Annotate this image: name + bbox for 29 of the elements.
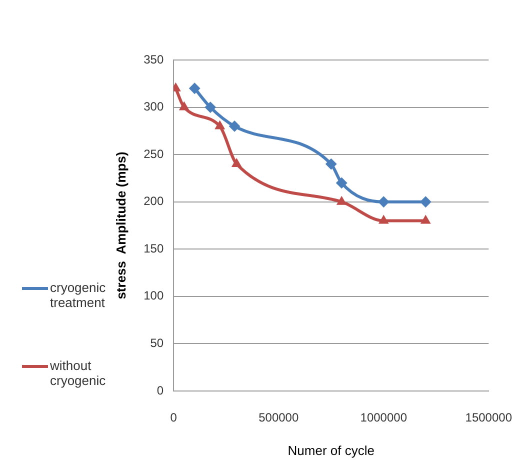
y-tick-label: 0	[156, 383, 164, 398]
point	[189, 82, 200, 94]
point	[229, 120, 240, 132]
point	[378, 215, 388, 224]
y-tick-label: 300	[144, 100, 164, 114]
point	[420, 215, 430, 224]
y-tick-label: 350	[144, 52, 164, 66]
x-tick-label: 500000	[258, 410, 299, 425]
point	[214, 120, 225, 130]
y-tick-label: 100	[144, 288, 164, 303]
x-tick-label: 1500000	[465, 410, 512, 425]
point	[204, 102, 216, 113]
y-tick-label: 150	[144, 241, 164, 256]
point	[179, 102, 189, 110]
x-axis-title: Numer of cycle	[288, 442, 374, 458]
y-tick-label: 250	[144, 146, 164, 161]
legend-label: cryogenic treatment	[50, 280, 106, 310]
x-tick-label: 1000000	[360, 410, 408, 425]
point	[232, 158, 242, 168]
x-tick-label: 0	[170, 410, 178, 425]
point	[336, 196, 346, 205]
point	[378, 196, 390, 208]
point	[326, 158, 337, 170]
legend-label: without cryogenic	[50, 358, 107, 388]
y-axis-title: stress Amplitude (mps)	[113, 152, 128, 300]
y-tick-label: 50	[150, 336, 164, 350]
point	[420, 196, 432, 208]
point	[336, 177, 348, 188]
y-tick-label: 200	[144, 194, 164, 208]
